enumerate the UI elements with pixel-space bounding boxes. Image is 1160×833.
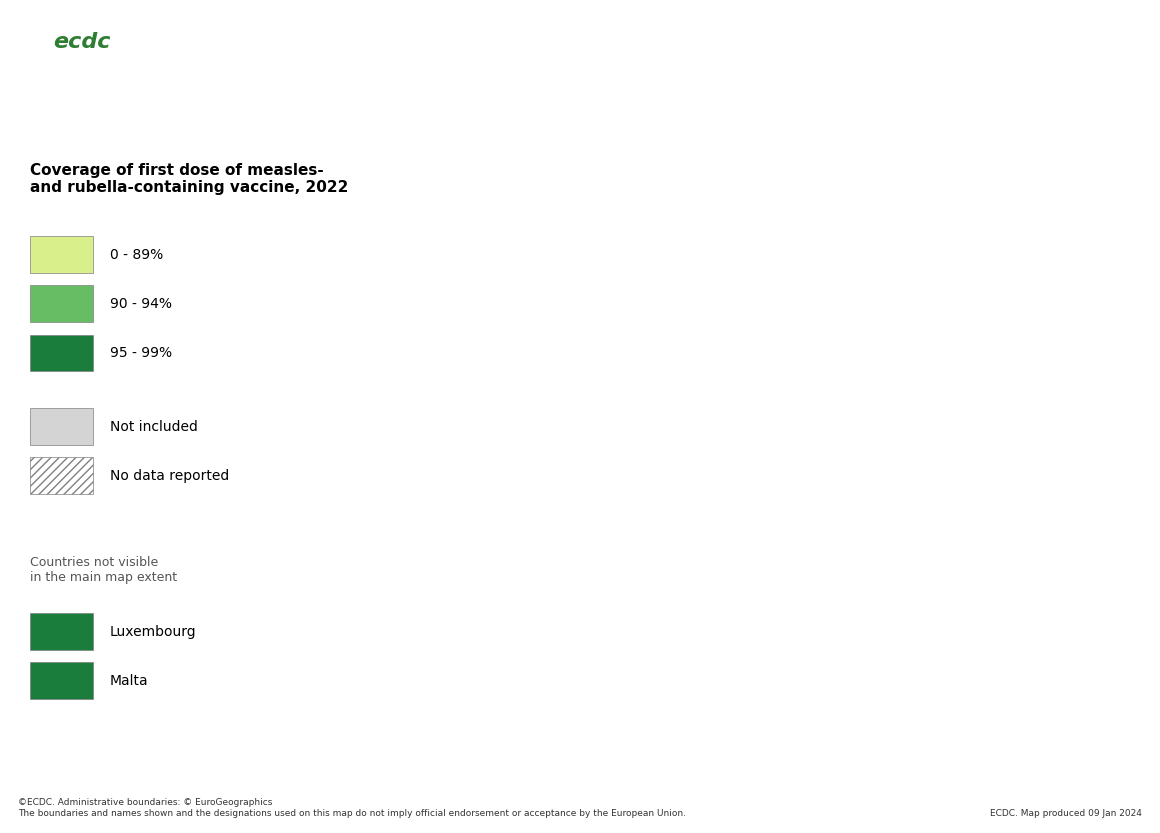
Text: ecdc: ecdc — [53, 32, 110, 52]
FancyBboxPatch shape — [30, 662, 93, 699]
FancyBboxPatch shape — [30, 286, 93, 322]
Text: Not included: Not included — [110, 420, 198, 434]
Text: No data reported: No data reported — [110, 469, 230, 483]
FancyBboxPatch shape — [30, 408, 93, 445]
Text: 0 - 89%: 0 - 89% — [110, 248, 164, 262]
FancyBboxPatch shape — [30, 335, 93, 372]
FancyBboxPatch shape — [30, 613, 93, 650]
Text: 95 - 99%: 95 - 99% — [110, 347, 172, 361]
Text: Coverage of first dose of measles-
and rubella-containing vaccine, 2022: Coverage of first dose of measles- and r… — [30, 163, 348, 196]
FancyBboxPatch shape — [30, 457, 93, 494]
Text: Countries not visible
in the main map extent: Countries not visible in the main map ex… — [30, 556, 177, 584]
Text: ECDC. Map produced 09 Jan 2024: ECDC. Map produced 09 Jan 2024 — [989, 809, 1141, 818]
Text: 90 - 94%: 90 - 94% — [110, 297, 172, 312]
Text: Luxembourg: Luxembourg — [110, 625, 197, 639]
Text: Malta: Malta — [110, 674, 148, 688]
Text: ©ECDC. Administrative boundaries: © EuroGeographics
The boundaries and names sho: ©ECDC. Administrative boundaries: © Euro… — [19, 799, 687, 818]
FancyBboxPatch shape — [30, 237, 93, 273]
